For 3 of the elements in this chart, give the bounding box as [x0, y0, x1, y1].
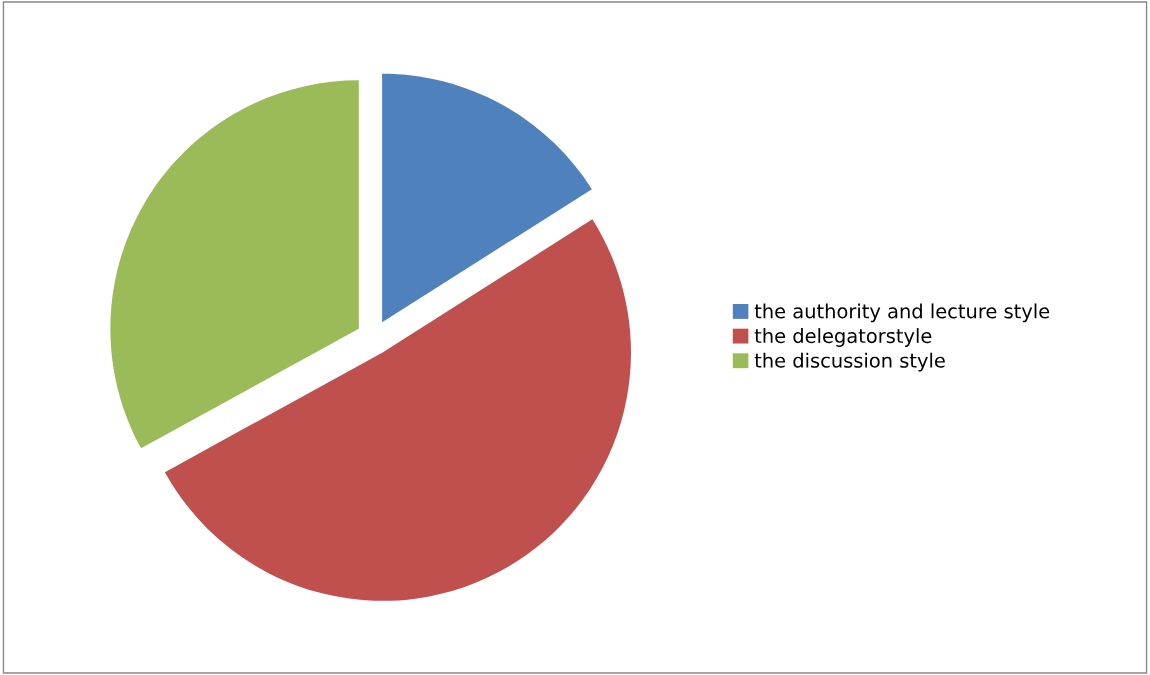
legend-label: the discussion style	[754, 352, 945, 372]
legend-label: the delegatorstyle	[754, 328, 932, 347]
legend-label: the authority and lecture style	[754, 303, 1050, 323]
